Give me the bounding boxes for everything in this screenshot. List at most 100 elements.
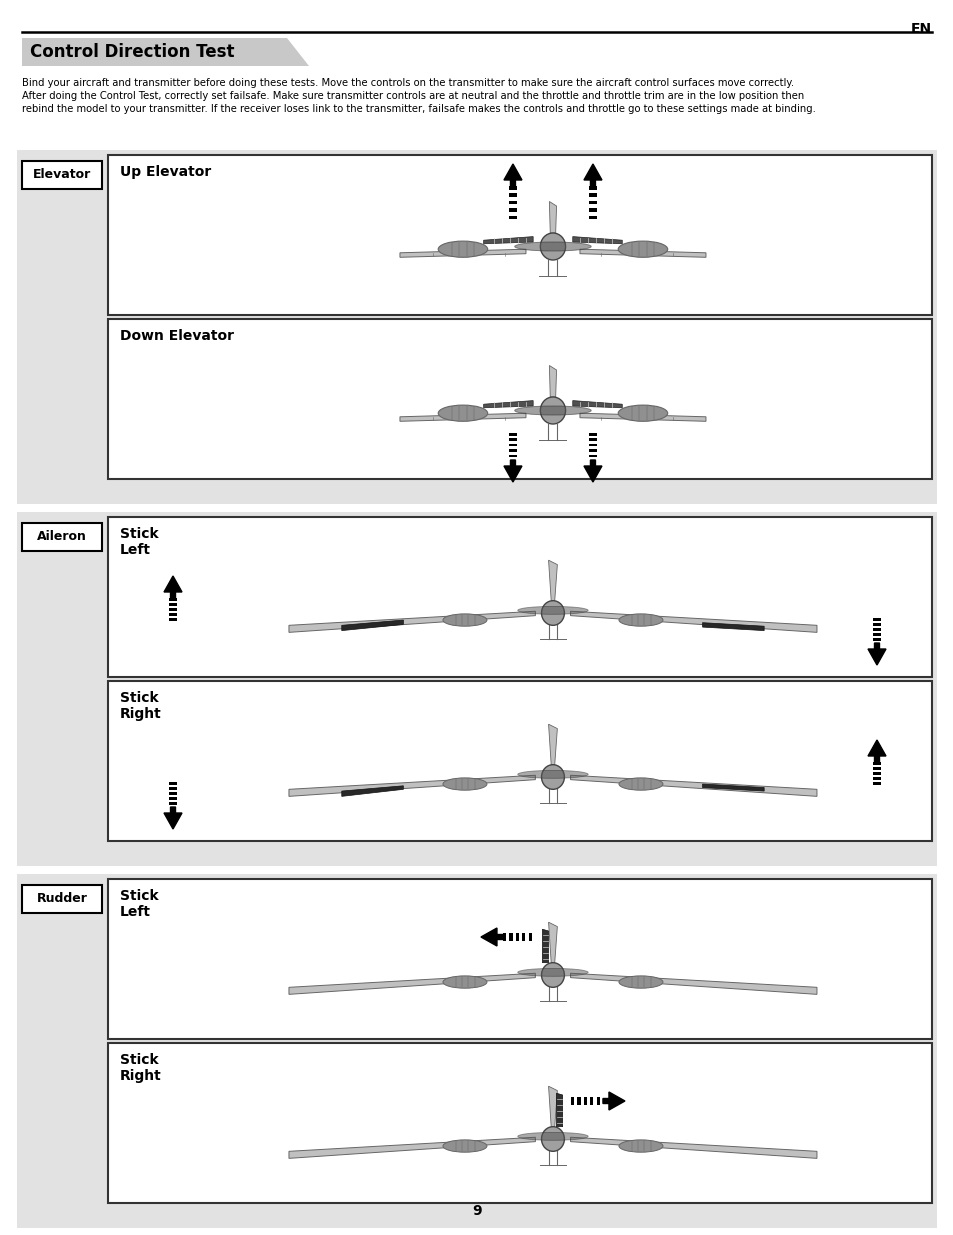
Bar [108,517,931,677]
Polygon shape [572,237,621,243]
Text: Elevator: Elevator [32,168,91,182]
Ellipse shape [517,606,588,614]
Bar [588,433,597,436]
Ellipse shape [517,771,588,778]
Ellipse shape [541,600,564,625]
Bar [588,186,597,190]
Ellipse shape [437,405,487,421]
Polygon shape [701,784,763,792]
Text: Aileron: Aileron [37,531,87,543]
Bar [509,216,517,220]
Polygon shape [542,929,548,962]
Ellipse shape [442,614,486,626]
Bar [108,156,931,315]
Ellipse shape [618,614,662,626]
Polygon shape [579,414,705,421]
Polygon shape [572,400,621,408]
Bar [169,608,177,610]
Bar [509,209,517,212]
Bar [872,767,880,769]
Polygon shape [289,611,535,632]
Bar [169,618,177,620]
Ellipse shape [517,1132,588,1140]
Text: Left: Left [120,543,151,557]
Bar [588,450,597,452]
Bar [872,777,880,779]
FancyArrow shape [583,459,601,482]
Ellipse shape [618,241,667,257]
Bar [596,1097,599,1105]
Bar [570,1097,574,1105]
Bar [169,792,177,794]
Polygon shape [399,249,525,257]
Ellipse shape [515,242,591,251]
Bar [169,782,177,784]
Text: Bind your aircraft and transmitter before doing these tests. Move the controls o: Bind your aircraft and transmitter befor… [22,78,793,88]
Bar [22,522,102,551]
Bar [169,613,177,615]
Polygon shape [549,366,556,396]
Text: Right: Right [120,1070,162,1083]
Bar [872,618,880,620]
Bar [521,932,525,941]
Polygon shape [22,38,309,65]
Bar [588,194,597,198]
FancyArrow shape [867,643,885,664]
FancyArrow shape [583,164,601,186]
Ellipse shape [539,233,565,261]
Bar [583,1097,586,1105]
Polygon shape [570,776,816,797]
Ellipse shape [618,976,662,988]
Bar [17,149,936,504]
FancyArrow shape [164,576,182,598]
Text: Stick: Stick [120,692,158,705]
Polygon shape [548,1087,557,1126]
Polygon shape [570,973,816,994]
Polygon shape [570,1137,816,1158]
Text: Right: Right [120,706,162,721]
Bar [509,433,517,436]
Text: After doing the Control Test, correctly set failsafe. Make sure transmitter cont: After doing the Control Test, correctly … [22,91,803,101]
Ellipse shape [618,405,667,421]
Ellipse shape [442,778,486,790]
Ellipse shape [541,962,564,987]
Text: Rudder: Rudder [36,893,88,905]
Text: Left: Left [120,905,151,919]
Bar [509,443,517,447]
Polygon shape [549,201,556,233]
Polygon shape [548,724,557,764]
FancyArrow shape [602,1092,624,1110]
Bar [588,216,597,220]
Text: Control Direction Test: Control Direction Test [30,43,234,61]
Bar [169,797,177,799]
Text: Down Elevator: Down Elevator [120,329,233,343]
Ellipse shape [442,1140,486,1152]
Bar [509,932,512,941]
Ellipse shape [437,241,487,257]
Bar [22,161,102,189]
Polygon shape [579,249,705,257]
FancyArrow shape [164,806,182,829]
Bar [502,932,506,941]
Text: Stick: Stick [120,527,158,541]
Bar [872,622,880,625]
FancyArrow shape [503,459,521,482]
Polygon shape [341,785,403,797]
Bar [590,1097,593,1105]
Polygon shape [341,620,403,631]
Polygon shape [701,622,763,631]
Bar [588,201,597,205]
Ellipse shape [541,764,564,789]
Polygon shape [289,1137,535,1158]
Polygon shape [570,611,816,632]
Bar [872,772,880,774]
Bar [509,450,517,452]
Bar [577,1097,580,1105]
Bar [872,762,880,764]
Bar [588,438,597,441]
Text: Stick: Stick [120,1053,158,1067]
FancyArrow shape [503,164,521,186]
Polygon shape [548,561,557,600]
Polygon shape [289,776,535,797]
Polygon shape [399,414,525,421]
